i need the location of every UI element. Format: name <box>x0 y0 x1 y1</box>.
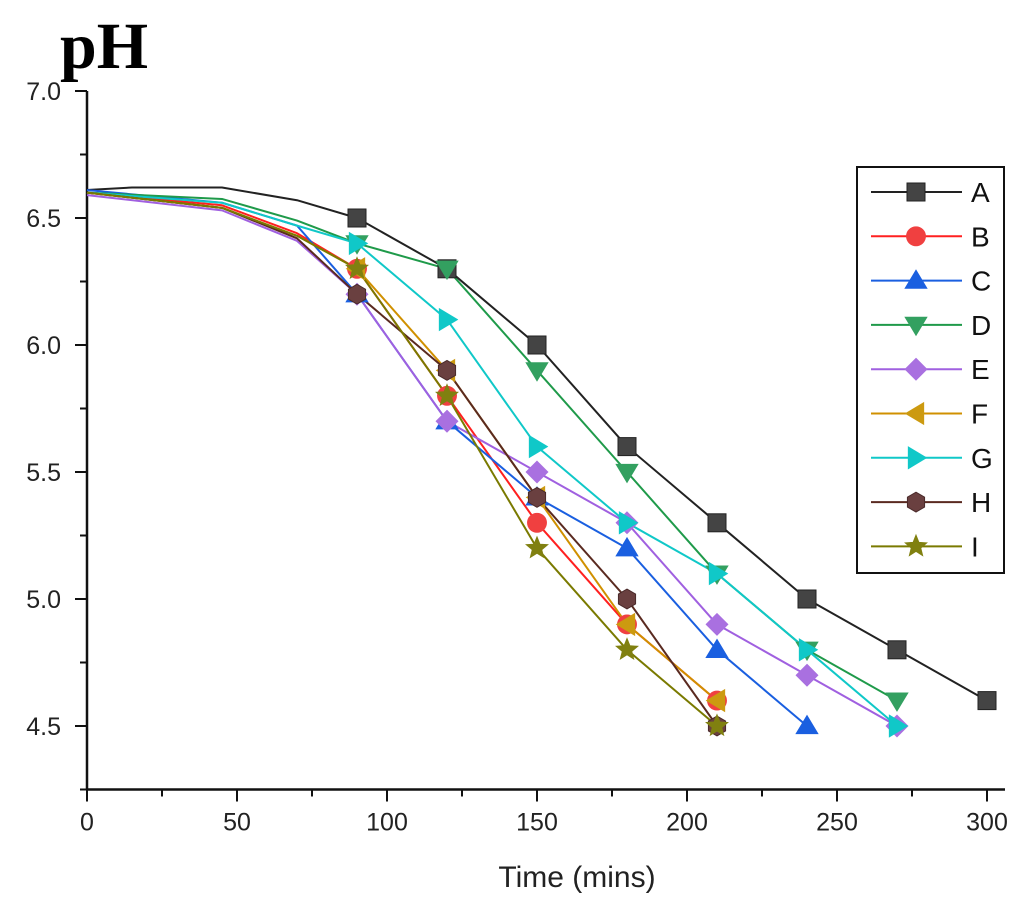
data-point-h <box>347 283 367 305</box>
data-point-a <box>347 208 367 228</box>
y-tick-label: 6.0 <box>26 332 61 360</box>
data-point-e <box>705 612 729 636</box>
legend-label: C <box>971 266 991 297</box>
y-tick-label: 5.5 <box>26 459 61 487</box>
legend-label: E <box>971 354 990 385</box>
data-point-h <box>437 359 457 381</box>
data-point-c <box>705 638 729 658</box>
chart-title: pH <box>60 10 148 83</box>
legend-marker-c <box>904 269 928 289</box>
y-tick-label: 4.5 <box>26 713 61 741</box>
series-markers-i <box>345 256 729 737</box>
series-markers <box>345 208 997 738</box>
legend-label: F <box>971 399 988 430</box>
series-line-a <box>86 186 988 702</box>
data-point-i <box>705 713 729 737</box>
data-point-d <box>615 463 639 484</box>
data-point-f <box>705 688 726 713</box>
data-point-g <box>528 434 549 459</box>
x-tick-label: 100 <box>366 809 408 837</box>
legend-item-g: G <box>871 443 993 474</box>
data-point-i <box>525 535 549 559</box>
data-point-e <box>795 663 819 687</box>
series-line-i <box>86 191 718 727</box>
data-point-a <box>887 640 907 660</box>
legend-marker-e <box>904 357 928 381</box>
data-point-a <box>797 589 817 609</box>
x-tick-label: 200 <box>666 809 708 837</box>
legend-item-h: H <box>871 487 991 518</box>
data-point-i <box>435 383 459 406</box>
x-tick-label: 150 <box>516 809 558 837</box>
data-point-e <box>435 409 459 433</box>
data-point-a <box>977 691 997 711</box>
data-point-i <box>615 637 639 660</box>
legend-label: G <box>971 443 993 474</box>
legend-label: B <box>971 221 990 252</box>
legend-item-f: F <box>871 399 988 430</box>
legend-item-i: I <box>871 531 979 562</box>
series-lines <box>86 186 988 727</box>
data-point-c <box>615 536 639 557</box>
data-point-d <box>435 260 459 281</box>
series-line-g <box>86 191 898 727</box>
legend-marker-g <box>907 446 928 470</box>
data-point-d <box>885 692 909 712</box>
legend-marker-i <box>904 533 928 557</box>
legend-marker-f <box>904 401 925 426</box>
x-tick-label: 0 <box>80 809 94 837</box>
data-point-b <box>527 512 547 533</box>
legend-label: I <box>971 531 979 562</box>
x-tick-label: 250 <box>816 809 858 837</box>
series-markers-g <box>348 231 909 738</box>
legend-marker-b <box>906 226 926 247</box>
data-point-c <box>795 714 819 735</box>
y-tick-label: 6.5 <box>26 205 61 233</box>
data-point-f <box>615 612 636 637</box>
legend-item-a: A <box>871 177 990 208</box>
legend-marker-d <box>904 316 928 337</box>
legend-label: D <box>971 310 991 341</box>
data-point-i <box>345 256 369 279</box>
legend-marker-h <box>906 491 926 513</box>
data-point-h <box>617 588 637 610</box>
y-tick-label: 5.0 <box>26 586 61 614</box>
x-axis-label: Time (mins) <box>498 861 655 894</box>
data-point-g <box>618 511 639 535</box>
data-point-d <box>525 362 549 382</box>
data-point-g <box>708 561 729 586</box>
axes: 0 50 100 150 200 250 300 4.5 5.0 5.5 6.0 6.5 7.0 <box>26 78 1008 837</box>
series-markers-c <box>345 282 819 735</box>
series-markers-f <box>345 257 726 713</box>
legend-item-e: E <box>871 354 990 385</box>
x-tick-label: 50 <box>223 809 251 837</box>
y-tick-label: 7.0 <box>26 78 61 106</box>
data-point-g <box>888 714 909 738</box>
legend-label: H <box>971 487 991 518</box>
data-point-g <box>438 307 459 332</box>
legend-item-d: D <box>871 310 991 341</box>
data-point-a <box>617 437 637 457</box>
legend-label: A <box>971 177 990 208</box>
x-tick-label: 300 <box>966 809 1008 837</box>
legend-item-b: B <box>871 221 990 252</box>
data-point-e <box>525 460 549 484</box>
legend-marker-a <box>906 182 926 202</box>
data-point-a <box>527 335 547 355</box>
data-point-g <box>348 231 369 256</box>
series-markers-b <box>347 258 727 711</box>
series-line-e <box>86 194 898 727</box>
data-point-g <box>798 638 819 662</box>
data-point-a <box>707 513 727 533</box>
data-point-h <box>527 486 547 508</box>
legend-item-c: C <box>871 266 991 297</box>
